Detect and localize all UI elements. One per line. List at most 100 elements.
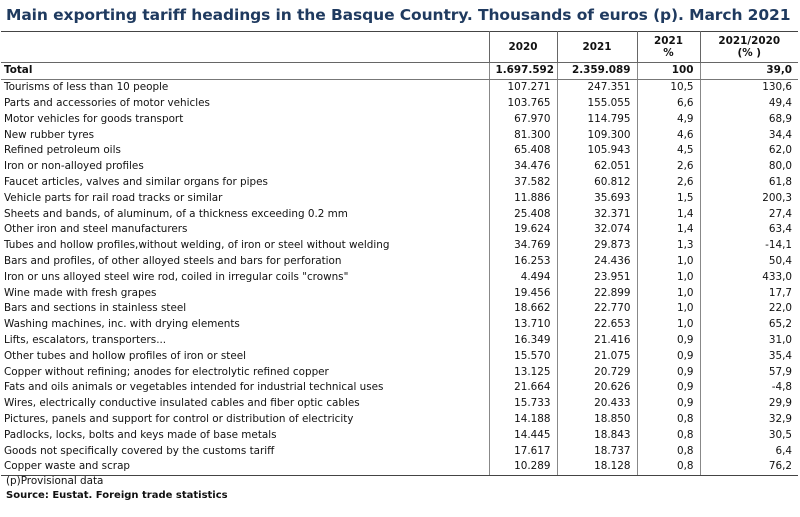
row-value-2021: 18.128 [556,458,637,476]
row-value-2020: 13.710 [488,316,557,333]
row-variation: 433,0 [699,269,798,286]
row-variation: 130,6 [699,79,798,96]
row-value-2021: 18.737 [556,443,637,459]
row-value-2021: 155.055 [556,95,637,112]
row-value-2020: 14.188 [488,411,557,428]
row-heading: Washing machines, inc. with drying eleme… [4,318,240,331]
row-value-2020: 15.733 [488,395,557,412]
row-heading: Wine made with fresh grapes [4,286,157,299]
row-heading: Tourisms of less than 10 people [4,81,169,94]
row-heading: Padlocks, locks, bolts and keys made of … [4,428,277,441]
row-variation: 76,2 [699,458,798,476]
row-variation: 63,4 [699,221,798,238]
row-share: 0,9 [636,395,700,412]
row-share: 0,9 [636,364,700,380]
table-row: Refined petroleum oils 65.408 105.943 4,5 62… [1,142,798,159]
total-variation: 39,0 [699,62,798,80]
row-share: 1,0 [636,285,700,301]
row-value-2020: 18.662 [488,300,557,317]
row-variation: 68,9 [699,111,798,128]
table-row: Fats and oils animals or vegetables inte… [1,379,798,396]
row-heading: Bars and profiles, of other alloyed stee… [4,254,342,267]
row-share: 1,3 [636,237,700,254]
row-value-2020: 34.769 [488,237,557,254]
row-heading: Sheets and bands, of aluminum, of a thic… [4,207,348,220]
row-value-2020: 11.886 [488,190,557,207]
row-value-2020: 16.253 [488,253,557,270]
row-variation: -4,8 [699,379,798,396]
row-value-2021: 20.433 [556,395,637,412]
row-value-2020: 19.624 [488,221,557,238]
row-variation: 32,9 [699,411,798,428]
header-row: 2020 2021 2021% 2021/2020 (% ) [1,31,798,63]
row-value-2020: 14.445 [488,427,557,444]
row-value-2020: 103.765 [488,95,557,112]
table-row: New rubber tyres 81.300 109.300 4,6 34,4 [1,127,798,143]
row-value-2021: 22.770 [556,300,637,317]
row-heading: Iron or uns alloyed steel wire rod, coil… [4,270,349,283]
table-row: Other tubes and hollow profiles of iron … [1,348,798,365]
row-share: 4,9 [636,111,700,128]
table-row: Padlocks, locks, bolts and keys made of … [1,427,798,444]
table-row: Iron or uns alloyed steel wire rod, coil… [1,269,798,286]
row-variation: 34,4 [699,127,798,143]
row-heading: Parts and accessories of motor vehicles [4,96,210,109]
row-share: 0,9 [636,332,700,349]
footnote: (p)Provisional data [6,475,104,487]
row-variation: 27,4 [699,206,798,222]
table-row: Vehicle parts for rail road tracks or si… [1,190,798,207]
table-row: Copper without refining; anodes for elec… [1,364,798,380]
row-heading: Other iron and steel manufacturers [4,223,188,236]
table-title: Main exporting tariff headings in the Ba… [6,6,791,24]
row-value-2020: 81.300 [488,127,557,143]
row-share: 0,9 [636,348,700,365]
row-heading: New rubber tyres [4,128,95,141]
row-heading: Goods not specifically covered by the cu… [4,444,275,457]
table-row: Parts and accessories of motor vehicles 1… [1,95,798,112]
table-row: Wine made with fresh grapes 19.456 22.899 1… [1,285,798,301]
row-value-2021: 114.795 [556,111,637,128]
row-value-2021: 20.729 [556,364,637,380]
row-share: 6,6 [636,95,700,112]
table-row: Bars and sections in stainless steel 18.6… [1,300,798,317]
table-row: Pictures, panels and support for control… [1,411,798,428]
row-share: 1,0 [636,300,700,317]
total-label: Total [1,62,489,80]
row-value-2020: 16.349 [488,332,557,349]
row-value-2021: 32.371 [556,206,637,222]
row-value-2020: 13.125 [488,364,557,380]
row-variation: 22,0 [699,300,798,317]
row-heading: Copper without refining; anodes for elec… [4,365,329,378]
row-share: 0,8 [636,411,700,428]
row-share: 4,6 [636,127,700,143]
row-value-2020: 17.617 [488,443,557,459]
row-value-2021: 60.812 [556,174,637,191]
row-heading: Bars and sections in stainless steel [4,302,187,315]
table-row: Motor vehicles for goods transport 67.970… [1,111,798,128]
row-heading: Pictures, panels and support for control… [4,412,354,425]
row-heading: Vehicle parts for rail road tracks or si… [4,191,223,204]
table-row: Tubes and hollow profiles,without weldin… [1,237,798,254]
row-share: 1,4 [636,206,700,222]
total-row: Total 1.697.592 2.359.089 100 39,0 [1,62,798,80]
header-share: 2021% [636,31,701,63]
row-heading: Motor vehicles for goods transport [4,112,184,125]
row-value-2020: 67.970 [488,111,557,128]
row-value-2021: 18.850 [556,411,637,428]
row-heading: Copper waste and scrap [1,458,489,476]
header-2020: 2020 [488,31,558,63]
row-value-2021: 35.693 [556,190,637,207]
header-2021: 2021 [556,31,638,63]
row-value-2021: 18.843 [556,427,637,444]
row-variation: 29,9 [699,395,798,412]
row-value-2020: 4.494 [488,269,557,286]
total-2021: 2.359.089 [556,62,637,80]
row-share: 1,0 [636,316,700,333]
row-share: 0,8 [636,458,700,476]
row-variation: 62,0 [699,142,798,159]
row-heading: Lifts, escalators, transporters... [4,333,167,346]
row-value-2020: 34.476 [488,158,557,175]
row-value-2021: 22.653 [556,316,637,333]
row-variation: 200,3 [699,190,798,207]
row-value-2021: 24.436 [556,253,637,270]
